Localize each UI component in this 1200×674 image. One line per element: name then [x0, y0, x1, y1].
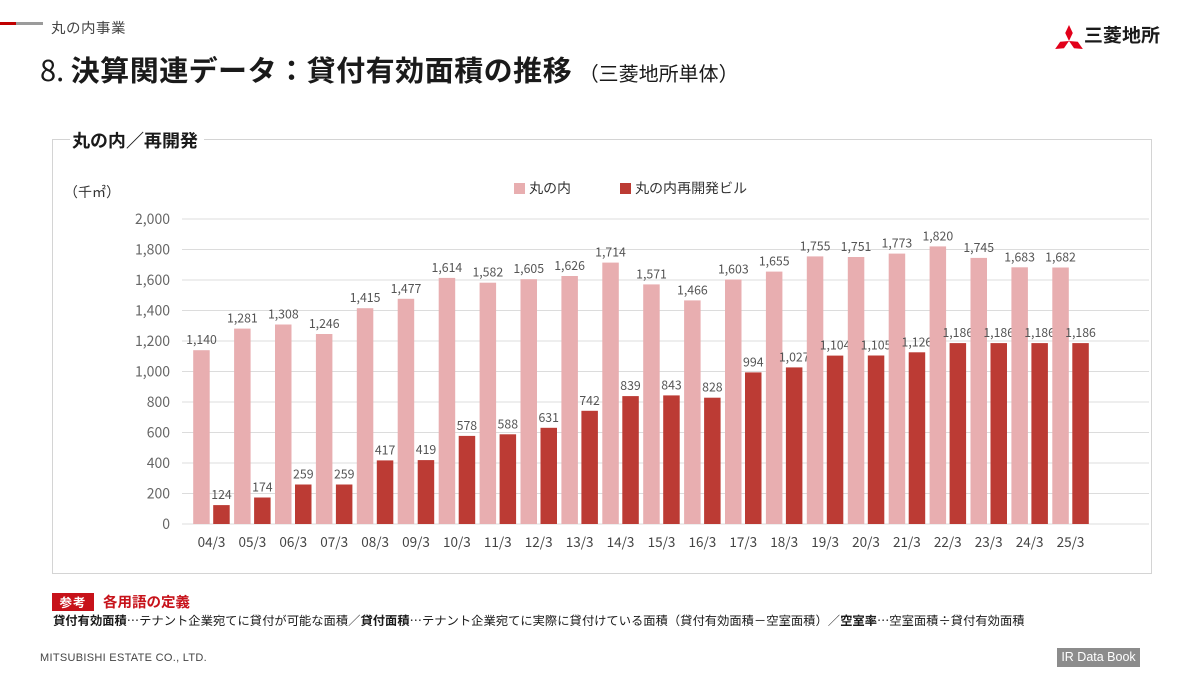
svg-text:三菱地所: 三菱地所 — [1084, 21, 1160, 48]
svg-text:1,186: 1,186 — [1024, 323, 1055, 341]
svg-text:17/3: 17/3 — [729, 531, 757, 551]
svg-text:1,186: 1,186 — [1065, 323, 1096, 341]
svg-text:24/3: 24/3 — [1016, 531, 1044, 551]
svg-text:1,600: 1,600 — [135, 270, 170, 290]
svg-text:20/3: 20/3 — [852, 531, 880, 551]
svg-text:1,655: 1,655 — [759, 252, 790, 270]
svg-text:994: 994 — [743, 352, 764, 370]
svg-text:0: 0 — [162, 514, 170, 534]
svg-text:1,755: 1,755 — [800, 236, 831, 254]
svg-text:1,614: 1,614 — [432, 258, 463, 276]
svg-text:124: 124 — [211, 485, 232, 503]
svg-text:07/3: 07/3 — [320, 531, 348, 551]
svg-text:06/3: 06/3 — [279, 531, 307, 551]
svg-text:1,027: 1,027 — [779, 347, 810, 365]
svg-text:259: 259 — [293, 465, 314, 483]
svg-text:13/3: 13/3 — [566, 531, 594, 551]
svg-text:1,000: 1,000 — [135, 362, 170, 382]
svg-text:1,477: 1,477 — [391, 279, 422, 297]
svg-text:400: 400 — [147, 453, 171, 473]
svg-text:1,126: 1,126 — [902, 332, 933, 350]
svg-text:1,582: 1,582 — [472, 263, 503, 281]
svg-text:09/3: 09/3 — [402, 531, 430, 551]
svg-text:23/3: 23/3 — [975, 531, 1003, 551]
svg-text:800: 800 — [147, 392, 171, 412]
svg-text:419: 419 — [416, 440, 437, 458]
svg-text:843: 843 — [661, 375, 682, 393]
svg-text:1,800: 1,800 — [135, 240, 170, 260]
svg-text:1,246: 1,246 — [309, 314, 340, 332]
svg-text:21/3: 21/3 — [893, 531, 921, 551]
svg-text:05/3: 05/3 — [239, 531, 267, 551]
svg-text:1,751: 1,751 — [841, 237, 872, 255]
svg-text:259: 259 — [334, 465, 355, 483]
svg-text:1,820: 1,820 — [922, 226, 953, 244]
svg-text:14/3: 14/3 — [607, 531, 635, 551]
svg-text:1,308: 1,308 — [268, 305, 299, 323]
svg-text:1,626: 1,626 — [554, 256, 585, 274]
svg-text:1,603: 1,603 — [718, 260, 749, 278]
svg-text:1,682: 1,682 — [1045, 248, 1076, 266]
svg-text:839: 839 — [620, 376, 641, 394]
svg-text:174: 174 — [252, 478, 273, 496]
svg-text:1,186: 1,186 — [983, 323, 1014, 341]
svg-text:25/3: 25/3 — [1057, 531, 1085, 551]
svg-text:1,683: 1,683 — [1004, 247, 1035, 265]
svg-text:578: 578 — [457, 416, 478, 434]
svg-text:10/3: 10/3 — [443, 531, 471, 551]
svg-text:1,104: 1,104 — [820, 336, 851, 354]
svg-text:1,745: 1,745 — [963, 238, 994, 256]
svg-text:1,186: 1,186 — [942, 323, 973, 341]
svg-text:631: 631 — [538, 408, 559, 426]
svg-text:588: 588 — [498, 414, 519, 432]
svg-text:600: 600 — [147, 423, 171, 443]
svg-text:15/3: 15/3 — [648, 531, 676, 551]
svg-text:417: 417 — [375, 440, 396, 458]
svg-text:1,714: 1,714 — [595, 243, 626, 261]
svg-text:19/3: 19/3 — [811, 531, 839, 551]
svg-text:1,400: 1,400 — [135, 301, 170, 321]
svg-text:1,571: 1,571 — [636, 264, 667, 282]
svg-text:1,281: 1,281 — [227, 309, 258, 327]
svg-text:16/3: 16/3 — [689, 531, 717, 551]
svg-text:04/3: 04/3 — [198, 531, 226, 551]
svg-text:22/3: 22/3 — [934, 531, 962, 551]
svg-text:1,200: 1,200 — [135, 331, 170, 351]
svg-text:742: 742 — [579, 391, 600, 409]
svg-text:200: 200 — [147, 484, 171, 504]
svg-text:1,773: 1,773 — [882, 234, 913, 252]
svg-text:18/3: 18/3 — [770, 531, 798, 551]
svg-text:1,466: 1,466 — [677, 280, 708, 298]
svg-text:1,605: 1,605 — [513, 259, 544, 277]
svg-text:828: 828 — [702, 378, 723, 396]
svg-text:12/3: 12/3 — [525, 531, 553, 551]
svg-text:1,140: 1,140 — [186, 330, 217, 348]
svg-text:11/3: 11/3 — [484, 531, 512, 551]
svg-text:2,000: 2,000 — [135, 209, 170, 229]
svg-text:1,415: 1,415 — [350, 288, 381, 306]
svg-text:1,105: 1,105 — [861, 336, 892, 354]
svg-text:08/3: 08/3 — [361, 531, 389, 551]
